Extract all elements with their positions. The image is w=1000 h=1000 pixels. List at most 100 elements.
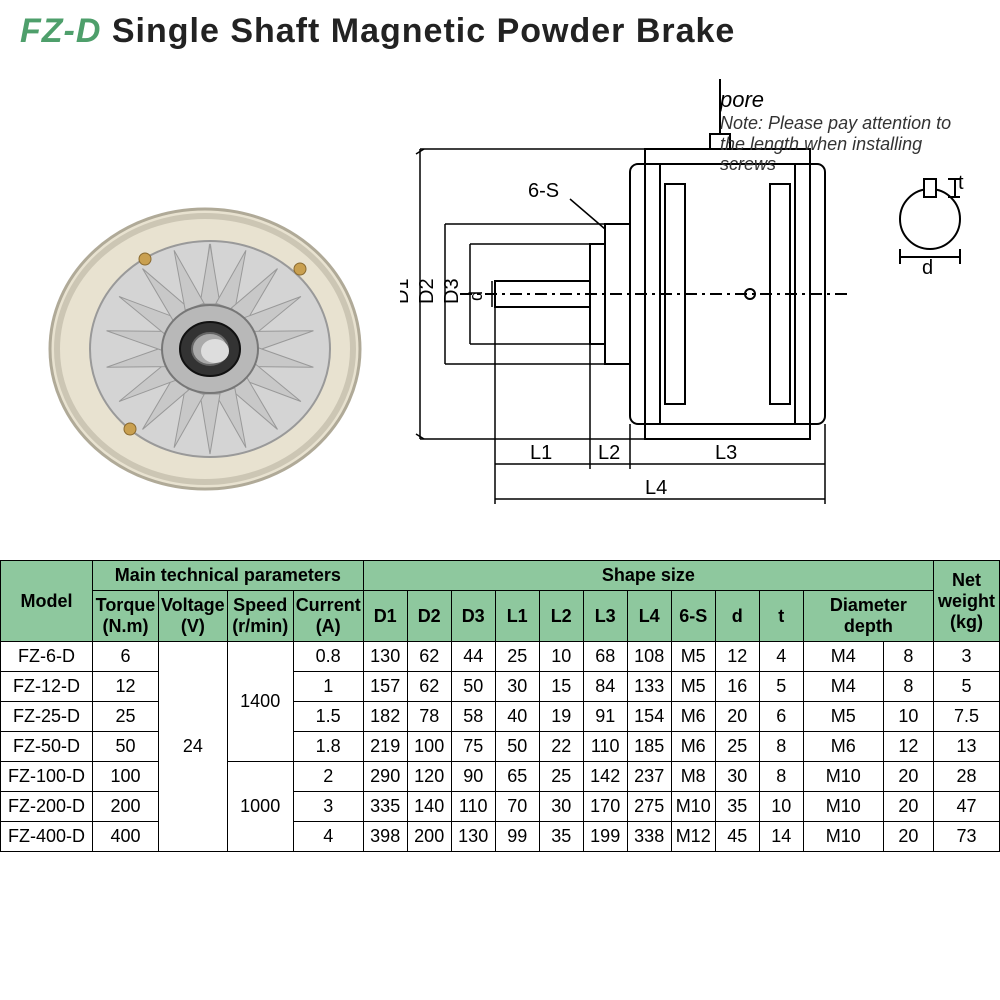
table-cell: 1.5	[293, 702, 363, 732]
spec-table-wrap: Model Main technical parameters Shape si…	[0, 560, 1000, 852]
label-d3: D3	[441, 278, 463, 304]
table-cell: 25	[539, 762, 583, 792]
table-cell: 30	[495, 672, 539, 702]
table-cell: 35	[715, 792, 759, 822]
table-cell: 24	[159, 642, 228, 852]
table-cell: 75	[451, 732, 495, 762]
table-cell: 25	[495, 642, 539, 672]
table-cell: 25	[93, 702, 159, 732]
table-cell: M5	[803, 702, 883, 732]
th-L3: L3	[583, 591, 627, 642]
table-cell: 8	[883, 672, 933, 702]
table-cell: 157	[363, 672, 407, 702]
table-cell: 7.5	[934, 702, 1000, 732]
table-cell: 58	[451, 702, 495, 732]
table-cell: 91	[583, 702, 627, 732]
table-body: FZ-6-D62414000.81306244251068108M5124M48…	[1, 642, 1000, 852]
table-cell: 12	[715, 642, 759, 672]
table-cell: 44	[451, 642, 495, 672]
table-cell: M10	[803, 762, 883, 792]
table-cell: M5	[671, 642, 715, 672]
table-cell: 13	[934, 732, 1000, 762]
table-cell: 219	[363, 732, 407, 762]
table-cell: 20	[883, 762, 933, 792]
th-speed: Speed (r/min)	[227, 591, 293, 642]
table-cell: 40	[495, 702, 539, 732]
table-cell: 35	[539, 822, 583, 852]
table-cell: 20	[715, 702, 759, 732]
th-dd: d	[715, 591, 759, 642]
table-cell: 30	[539, 792, 583, 822]
table-cell: 140	[407, 792, 451, 822]
note-block: pore Note: Please pay attention to the l…	[720, 87, 980, 175]
table-cell: 6	[759, 702, 803, 732]
spec-table: Model Main technical parameters Shape si…	[0, 560, 1000, 852]
label-d2: D2	[416, 278, 438, 304]
table-cell: FZ-25-D	[1, 702, 93, 732]
table-cell: 130	[363, 642, 407, 672]
table-cell: 4	[759, 642, 803, 672]
th-t: t	[759, 591, 803, 642]
table-cell: 290	[363, 762, 407, 792]
th-model: Model	[1, 561, 93, 642]
table-cell: M10	[803, 792, 883, 822]
th-current: Current (A)	[293, 591, 363, 642]
table-cell: 19	[539, 702, 583, 732]
table-cell: 154	[627, 702, 671, 732]
label-l2: L2	[598, 442, 620, 464]
table-cell: M4	[803, 672, 883, 702]
table-cell: 5	[759, 672, 803, 702]
table-cell: 22	[539, 732, 583, 762]
th-D1: D1	[363, 591, 407, 642]
table-cell: 10	[883, 702, 933, 732]
table-cell: FZ-400-D	[1, 822, 93, 852]
table-cell: 78	[407, 702, 451, 732]
table-cell: 185	[627, 732, 671, 762]
table-cell: 170	[583, 792, 627, 822]
table-cell: M6	[803, 732, 883, 762]
table-cell: 100	[407, 732, 451, 762]
table-cell: 20	[883, 822, 933, 852]
table-cell: 398	[363, 822, 407, 852]
table-cell: 1	[293, 672, 363, 702]
table-cell: FZ-12-D	[1, 672, 93, 702]
table-cell: 5	[934, 672, 1000, 702]
table-cell: 12	[883, 732, 933, 762]
table-cell: 14	[759, 822, 803, 852]
table-cell: 400	[93, 822, 159, 852]
table-cell: 1000	[227, 762, 293, 852]
table-cell: 133	[627, 672, 671, 702]
table-cell: 100	[93, 762, 159, 792]
table-cell: FZ-200-D	[1, 792, 93, 822]
th-tech-group: Main technical parameters	[93, 561, 364, 591]
th-torque: Torque (N.m)	[93, 591, 159, 642]
table-cell: 68	[583, 642, 627, 672]
label-d: d	[466, 291, 486, 301]
th-L1: L1	[495, 591, 539, 642]
th-net: Net weight (kg)	[934, 561, 1000, 642]
table-cell: 4	[293, 822, 363, 852]
table-cell: 10	[539, 642, 583, 672]
label-d2small: d	[922, 257, 933, 279]
table-cell: M5	[671, 672, 715, 702]
table-cell: 335	[363, 792, 407, 822]
th-diamdepth: Diameter depth	[803, 591, 933, 642]
table-cell: 28	[934, 762, 1000, 792]
table-cell: 73	[934, 822, 1000, 852]
label-t: t	[958, 172, 964, 194]
table-cell: 237	[627, 762, 671, 792]
table-cell: 199	[583, 822, 627, 852]
table-cell: 50	[495, 732, 539, 762]
table-cell: M12	[671, 822, 715, 852]
table-cell: 45	[715, 822, 759, 852]
table-cell: 50	[93, 732, 159, 762]
table-cell: FZ-50-D	[1, 732, 93, 762]
th-shape-group: Shape size	[363, 561, 933, 591]
table-cell: 50	[451, 672, 495, 702]
install-note: Note: Please pay attention to the length…	[720, 113, 980, 175]
table-cell: 0.8	[293, 642, 363, 672]
table-cell: 99	[495, 822, 539, 852]
table-cell: 200	[407, 822, 451, 852]
table-cell: 1400	[227, 642, 293, 762]
pore-label: pore	[720, 87, 980, 113]
